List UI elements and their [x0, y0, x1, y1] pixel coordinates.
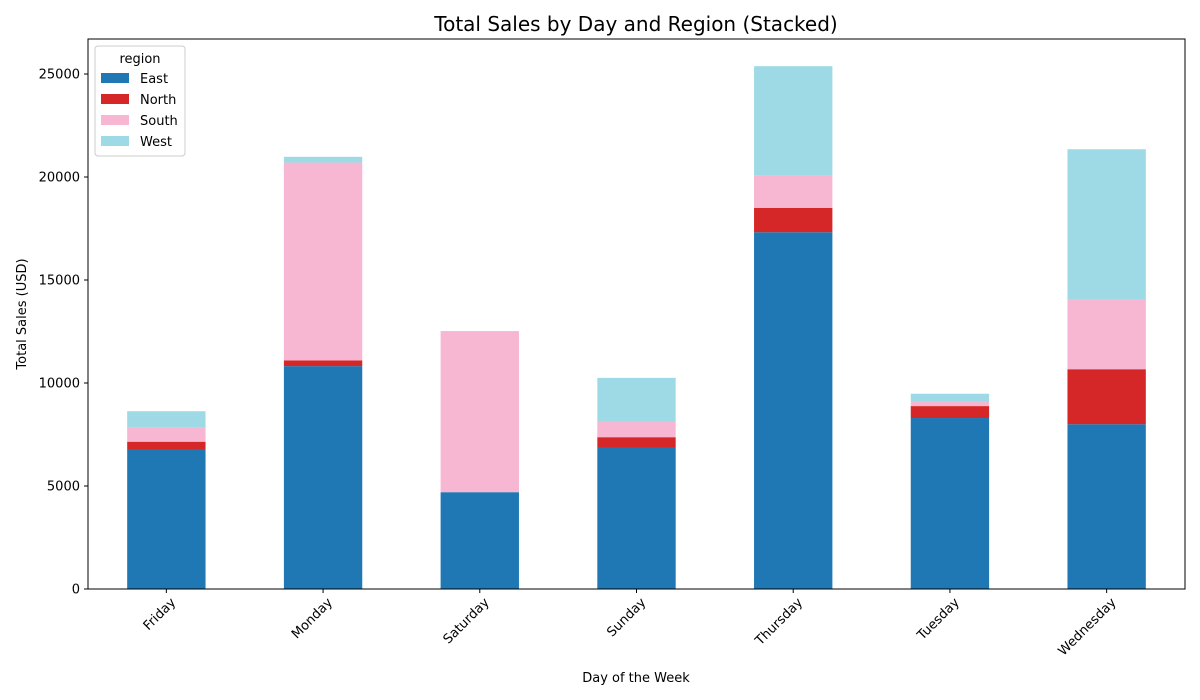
bar-segment-west-tuesday [910, 393, 990, 402]
y-tick-label: 20000 [39, 171, 80, 186]
plot-frame [87, 38, 1186, 590]
bar-segment-south-friday [127, 427, 206, 442]
y-axis-label: Total Sales (USD) [15, 258, 30, 370]
bar-segment-east-monday [283, 366, 363, 589]
bar-segment-south-sunday [597, 421, 676, 438]
bar-segment-east-tuesday [910, 418, 990, 589]
x-tick-label: Sunday [604, 595, 649, 640]
x-tick-label: Friday [141, 595, 180, 634]
bar-segment-north-thursday [754, 207, 833, 233]
bar-segment-south-thursday [754, 175, 833, 208]
y-tick-label: 15000 [39, 274, 80, 289]
legend-label-east: East [140, 72, 168, 87]
bar-segment-east-thursday [754, 232, 833, 589]
legend: region East North South West [94, 45, 186, 157]
x-tick-label: Tuesday [914, 595, 963, 644]
bar-segment-south-monday [283, 162, 363, 361]
bar-segment-west-sunday [597, 377, 676, 422]
x-tick-label: Monday [289, 595, 336, 642]
bar-segment-east-saturday [440, 492, 519, 589]
bar-segment-south-tuesday [910, 401, 990, 407]
legend-swatch-north [101, 94, 129, 104]
bar-segment-north-tuesday [910, 406, 990, 419]
x-tick-label: Wednesday [1056, 595, 1120, 659]
legend-swatch-south [101, 115, 129, 125]
x-tick-label: Thursday [752, 595, 806, 649]
bar-segment-east-wednesday [1067, 424, 1146, 589]
legend-label-west: West [140, 135, 172, 150]
y-tick-label: 25000 [39, 68, 80, 83]
y-tick-label: 10000 [39, 377, 80, 392]
y-tick-label: 5000 [47, 480, 80, 495]
bar-segment-east-sunday [597, 447, 676, 589]
y-tick-label: 0 [72, 583, 80, 598]
x-tick-label: Saturday [441, 595, 493, 647]
bar-segment-south-wednesday [1067, 299, 1146, 370]
bar-segment-west-monday [283, 156, 363, 163]
bar-segment-north-sunday [597, 437, 676, 448]
bar-segment-west-wednesday [1067, 149, 1146, 300]
legend-title: region [119, 52, 160, 67]
bar-segment-south-saturday [440, 331, 519, 493]
bar-segment-north-friday [127, 441, 206, 450]
bar-segment-north-wednesday [1067, 369, 1146, 425]
bar-area [127, 66, 1146, 589]
chart-title: Total Sales by Day and Region (Stacked) [433, 12, 837, 36]
legend-swatch-east [101, 73, 129, 83]
x-axis-label: Day of the Week [582, 671, 690, 686]
bar-segment-east-friday [127, 449, 206, 589]
y-axis: 0 5000 10000 15000 20000 25000 [39, 68, 88, 598]
legend-swatch-west [101, 136, 129, 146]
legend-label-south: South [140, 114, 178, 129]
x-axis: Friday Monday Saturday Sunday Thursday Tuesda… [141, 589, 1120, 659]
bar-segment-west-thursday [754, 66, 833, 176]
bar-segment-west-friday [127, 411, 206, 428]
legend-label-north: North [140, 93, 176, 108]
bar-segment-north-monday [283, 360, 363, 367]
